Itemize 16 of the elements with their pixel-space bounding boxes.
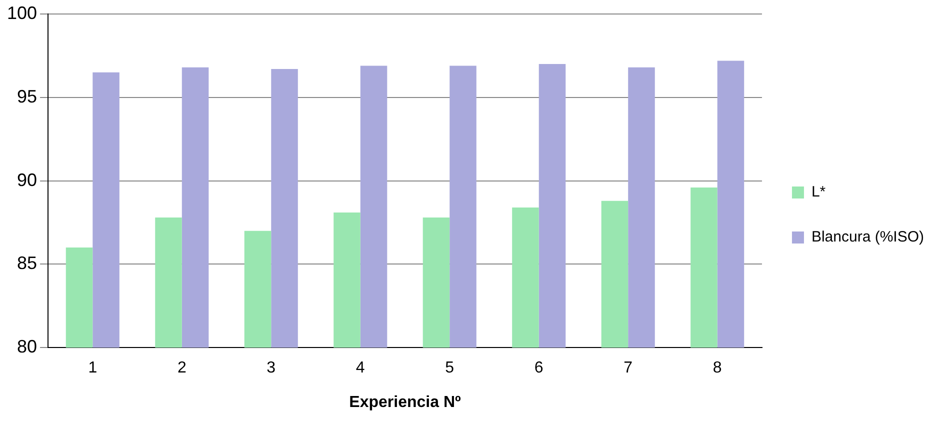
y-tick-label: 100 xyxy=(6,2,38,23)
x-tick-label: 2 xyxy=(177,360,186,377)
x-tick-label: 5 xyxy=(445,360,454,377)
y-tick-label: 85 xyxy=(17,253,38,274)
y-tick-label: 95 xyxy=(17,86,38,106)
legend-label: L* xyxy=(811,184,826,201)
y-tick-label: 80 xyxy=(17,336,38,357)
x-axis-title: Experiencia Nº xyxy=(349,394,461,411)
x-tick-label: 4 xyxy=(356,360,365,377)
x-tick-label: 6 xyxy=(534,360,544,377)
x-tick-label: 7 xyxy=(624,360,633,377)
y-tick-label: 90 xyxy=(17,170,38,190)
x-tick-label: 3 xyxy=(266,360,276,377)
x-tick-label: 8 xyxy=(712,360,722,377)
x-tick-label: 1 xyxy=(88,360,98,377)
legend-label: Blancura (%ISO) xyxy=(811,228,924,246)
